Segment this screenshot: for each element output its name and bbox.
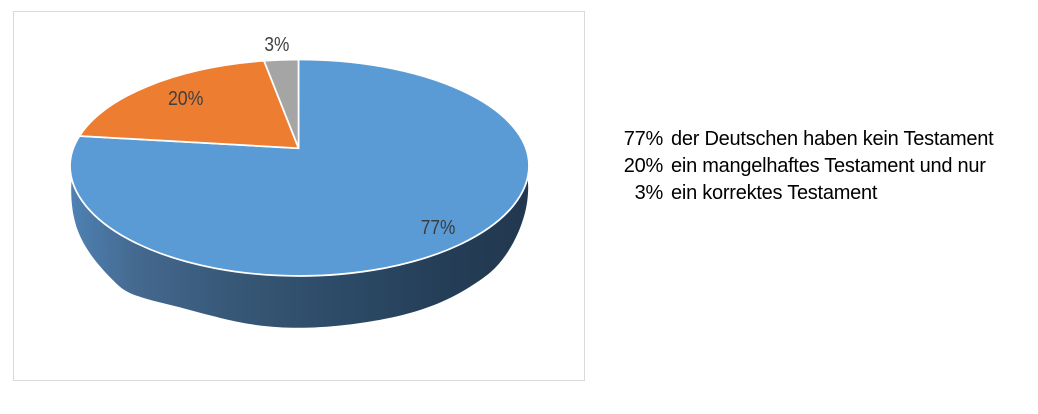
svg-text:3%: 3% — [264, 33, 289, 56]
svg-text:77%: 77% — [421, 216, 456, 239]
svg-text:20%: 20% — [168, 87, 204, 110]
